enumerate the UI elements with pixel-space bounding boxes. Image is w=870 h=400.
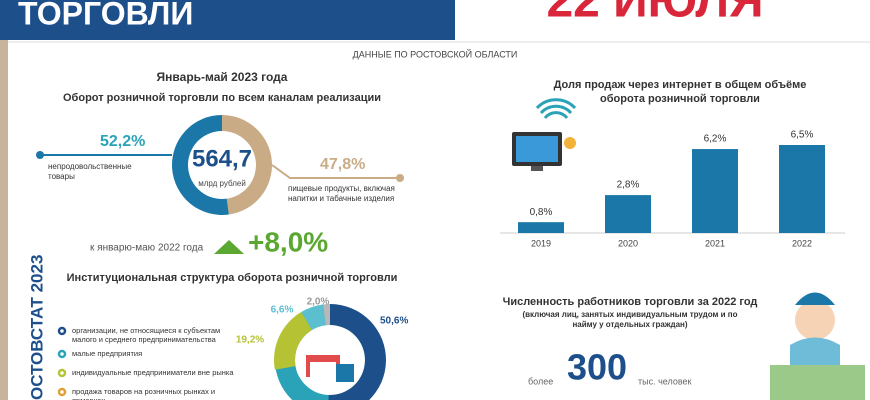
value-label: 6,6% bbox=[271, 305, 294, 316]
period: Январь-май 2023 года bbox=[157, 70, 288, 84]
legend-label: малые предприятия bbox=[72, 349, 143, 358]
center-unit: млрд рублей bbox=[198, 179, 246, 188]
value-label: 2,8% bbox=[617, 180, 640, 191]
value-label: 50,6% bbox=[380, 316, 408, 327]
bar bbox=[518, 222, 564, 233]
donut-segment bbox=[328, 304, 386, 400]
legend-label: организации, не относящиеся к субъектам … bbox=[72, 326, 221, 344]
bar bbox=[605, 195, 651, 233]
category-label: пищевые продукты, включая напитки и таба… bbox=[288, 184, 395, 203]
chart-title: Оборот розничной торговли по всем канала… bbox=[63, 92, 381, 104]
header-date: 22 ИЮЛЯ bbox=[546, 0, 763, 28]
value-label: 19,2% bbox=[236, 335, 264, 346]
connector bbox=[271, 164, 400, 179]
category-label: непродовольственные товары bbox=[48, 162, 132, 181]
donut-segment bbox=[222, 114, 273, 215]
chart-title: Институциональная структура оборота розн… bbox=[67, 272, 398, 284]
value-label: 2,0% bbox=[307, 297, 330, 308]
legend-marker bbox=[57, 368, 67, 378]
bar bbox=[692, 149, 738, 233]
workers-unit: тыс. человек bbox=[638, 376, 692, 386]
change-value: +8,0% bbox=[248, 226, 328, 257]
bar bbox=[779, 145, 825, 233]
legend-label: продажа товаров на розничных рынках и яр… bbox=[72, 387, 216, 400]
chart-title: Доля продаж через интернет в общем объём… bbox=[553, 79, 807, 105]
workers-subtitle: (включая лиц, занятых индивидуальным тру… bbox=[522, 310, 738, 329]
change-arrow bbox=[214, 240, 244, 254]
x-tick-label: 2022 bbox=[792, 238, 812, 248]
workers-value: 300 bbox=[567, 347, 627, 388]
value-label: 6,5% bbox=[791, 130, 814, 141]
side-label: ОСТОВСТАТ 2023 bbox=[27, 255, 46, 400]
donut-segment bbox=[172, 115, 229, 215]
legend-marker bbox=[57, 349, 67, 359]
x-tick-label: 2021 bbox=[705, 238, 725, 248]
seller-illustration bbox=[770, 292, 865, 400]
legend-label: индивидуальные предприниматели вне рынка bbox=[72, 368, 234, 377]
donut-segment bbox=[322, 304, 330, 326]
x-tick-label: 2020 bbox=[618, 238, 638, 248]
value-label: 0,8% bbox=[530, 207, 553, 218]
legend-marker bbox=[57, 326, 67, 336]
value-label: 52,2% bbox=[100, 133, 145, 150]
header-band bbox=[0, 0, 455, 40]
center-value: 564,7 bbox=[192, 145, 252, 172]
side-strip bbox=[0, 40, 8, 400]
header-title: ТОРГОВЛИ bbox=[18, 0, 193, 31]
tv-icon bbox=[512, 98, 577, 171]
shop-icon bbox=[306, 355, 354, 382]
legend-marker bbox=[57, 387, 67, 397]
dot bbox=[36, 151, 44, 159]
donut-segment bbox=[301, 304, 326, 330]
value-label: 47,8% bbox=[320, 156, 365, 173]
donut-segment bbox=[274, 311, 312, 370]
x-tick-label: 2019 bbox=[531, 238, 551, 248]
source: ДАННЫЕ ПО РОСТОВСКОЙ ОБЛАСТИ bbox=[353, 48, 518, 59]
dot bbox=[396, 174, 404, 182]
value-label: 6,2% bbox=[704, 134, 727, 145]
change-label: к январю-маю 2022 года bbox=[90, 243, 204, 254]
workers-title: Численность работников торговли за 2022 … bbox=[503, 296, 758, 308]
workers-prefix: более bbox=[528, 376, 553, 386]
